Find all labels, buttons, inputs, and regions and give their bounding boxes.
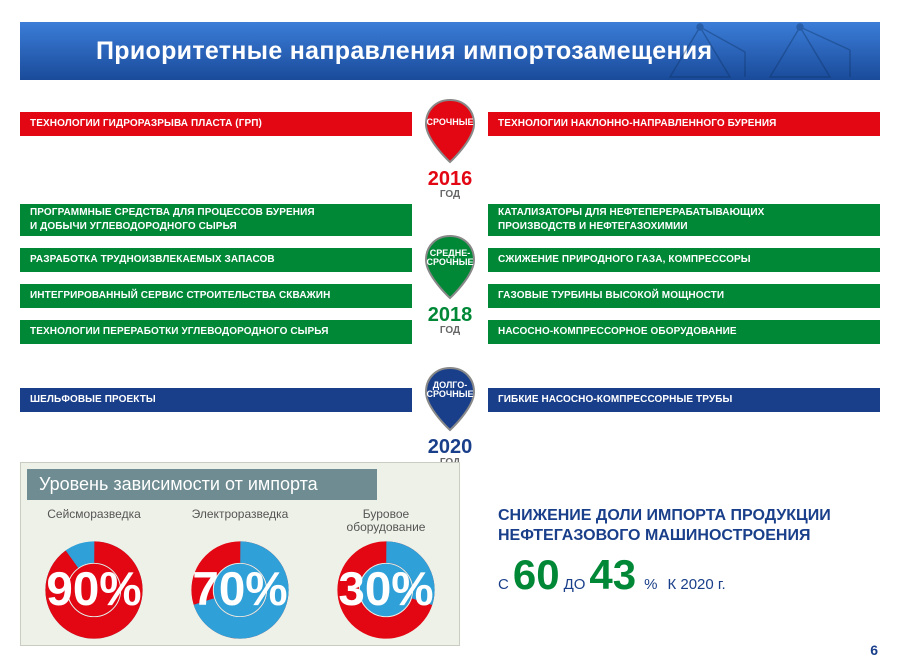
donut-seismic: Сейсморазведка 90% <box>24 508 164 645</box>
bar-item: ГИБКИЕ НАСОСНО-КОМПРЕССОРНЫЕ ТРУБЫ <box>488 388 880 412</box>
donut-chart: 30% <box>336 540 436 640</box>
pin-longterm: ДОЛГО- СРОЧНЫЕ 2020 ГОД <box>418 364 482 468</box>
bar-item: ИНТЕГРИРОВАННЫЙ СЕРВИС СТРОИТЕЛЬСТВА СКВ… <box>20 284 412 308</box>
bar-item: КАТАЛИЗАТОРЫ ДЛЯ НЕФТЕПЕРЕРАБАТЫВАЮЩИХПР… <box>488 204 880 236</box>
svg-text:СРОЧНЫЕ: СРОЧНЫЕ <box>426 389 473 399</box>
from-label: С <box>498 576 509 593</box>
page-number: 6 <box>870 642 878 658</box>
donut-chart: 90% <box>44 540 144 640</box>
pin-urgent: СРОЧНЫЕ 2016 ГОД <box>418 96 482 200</box>
to-value: 43 <box>589 554 636 596</box>
svg-text:90%: 90% <box>46 563 141 616</box>
slide-title: Приоритетные направления импортозамещени… <box>96 37 712 66</box>
bar-item: НАСОСНО-КОМПРЕССОРНОЕ ОБОРУДОВАНИЕ <box>488 320 880 344</box>
svg-text:СРОЧНЫЕ: СРОЧНЫЕ <box>426 117 473 127</box>
donut-drilling: Буровоеоборудование 30% <box>316 508 456 645</box>
bar-item: ГАЗОВЫЕ ТУРБИНЫ ВЫСОКОЙ МОЩНОСТИ <box>488 284 880 308</box>
pin-year: 2020 <box>418 436 482 459</box>
pin-year: 2018 <box>418 304 482 327</box>
reduction-heading: СНИЖЕНИЕ ДОЛИ ИМПОРТА ПРОДУКЦИИ НЕФТЕГАЗ… <box>498 506 878 546</box>
bar-item: ТЕХНОЛОГИИ ГИДРОРАЗРЫВА ПЛАСТА (ГРП) <box>20 112 412 136</box>
donut-row: Сейсморазведка 90% Электроразведка 70% Б… <box>21 508 459 645</box>
pumpjack-illustration <box>650 22 880 80</box>
from-value: 60 <box>513 554 560 596</box>
donut-caption: Буровоеоборудование <box>316 508 456 536</box>
by-year: К 2020 г. <box>667 576 725 593</box>
bar-item: ПРОГРАММНЫЕ СРЕДСТВА ДЛЯ ПРОЦЕССОВ БУРЕН… <box>20 204 412 236</box>
pin-year: 2016 <box>418 168 482 191</box>
donut-electro: Электроразведка 70% <box>170 508 310 645</box>
svg-text:СРОЧНЫЕ: СРОЧНЫЕ <box>426 257 473 267</box>
bar-item: ШЕЛЬФОВЫЕ ПРОЕКТЫ <box>20 388 412 412</box>
bar-item: ТЕХНОЛОГИИ НАКЛОННО-НАПРАВЛЕННОГО БУРЕНИ… <box>488 112 880 136</box>
unit: % <box>644 576 657 593</box>
bar-item: СЖИЖЕНИЕ ПРИРОДНОГО ГАЗА, КОМПРЕССОРЫ <box>488 248 880 272</box>
pin-midterm: СРЕДНЕ- СРОЧНЫЕ 2018 ГОД <box>418 232 482 336</box>
svg-text:30%: 30% <box>338 563 433 616</box>
dependence-title: Уровень зависимости от импорта <box>27 469 377 500</box>
donut-caption: Электроразведка <box>170 508 310 536</box>
svg-text:70%: 70% <box>192 563 287 616</box>
reduction-block: СНИЖЕНИЕ ДОЛИ ИМПОРТА ПРОДУКЦИИ НЕФТЕГАЗ… <box>498 506 878 596</box>
to-label: ДО <box>564 576 586 593</box>
donut-chart: 70% <box>190 540 290 640</box>
dependence-panel: Уровень зависимости от импорта Сейсмораз… <box>20 462 460 646</box>
reduction-values: С 60 ДО 43 % К 2020 г. <box>498 554 878 596</box>
donut-caption: Сейсморазведка <box>24 508 164 536</box>
bar-item: ТЕХНОЛОГИИ ПЕРЕРАБОТКИ УГЛЕВОДОРОДНОГО С… <box>20 320 412 344</box>
bar-item: РАЗРАБОТКА ТРУДНОИЗВЛЕКАЕМЫХ ЗАПАСОВ <box>20 248 412 272</box>
slide-header: Приоритетные направления импортозамещени… <box>20 22 880 80</box>
